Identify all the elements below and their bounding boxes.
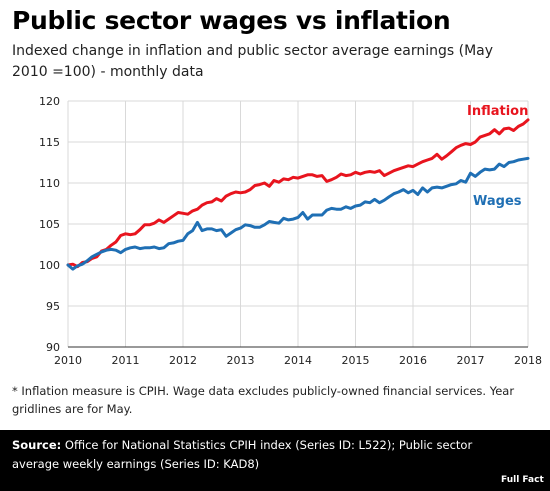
axis-layer: 90 95 100 105 110 115 120 2010 2011 2012 2013 2014 2… [39, 95, 542, 367]
y-tick-label: 120 [39, 95, 60, 108]
x-tick-label: 2012 [169, 354, 197, 367]
source-label: Source: [12, 438, 62, 452]
source-body: Office for National Statistics CPIH inde… [12, 438, 473, 471]
x-tick-label: 2013 [227, 354, 255, 367]
grid-layer [67, 100, 529, 348]
line-chart: 90 95 100 105 110 115 120 2010 2011 2012 2013 2014 2… [39, 95, 542, 367]
footnote: * Inflation measure is CPIH. Wage data e… [12, 384, 515, 416]
x-tick-label: 2011 [112, 354, 140, 367]
series-line-wages [66, 156, 530, 271]
source-text: Source: Office for National Statistics C… [12, 436, 492, 474]
y-tick-label: 105 [39, 218, 60, 231]
series-layer [66, 118, 530, 271]
series-line-inflation [66, 118, 530, 269]
series-label-inflation: Inflation [467, 104, 528, 119]
x-tick-label: 2018 [514, 354, 542, 367]
chart-subtitle: Indexed change in inflation and public s… [12, 43, 494, 80]
y-tick-label: 95 [46, 300, 60, 313]
full-fact-logo-icon: Full Fact [501, 475, 544, 485]
logo-text: Full Fact [501, 475, 544, 485]
y-tick-label: 110 [39, 177, 60, 190]
source-bar: Source: Office for National Statistics C… [0, 430, 550, 491]
y-tick-label: 90 [46, 341, 60, 354]
y-tick-label: 115 [39, 136, 60, 149]
x-tick-label: 2014 [284, 354, 312, 367]
y-tick-label: 100 [39, 259, 60, 272]
x-tick-label: 2015 [342, 354, 370, 367]
page-title: Public sector wages vs inflation [12, 6, 451, 35]
x-tick-label: 2016 [399, 354, 427, 367]
x-tick-label: 2010 [54, 354, 82, 367]
x-tick-label: 2017 [457, 354, 485, 367]
series-label-wages: Wages [473, 194, 522, 209]
